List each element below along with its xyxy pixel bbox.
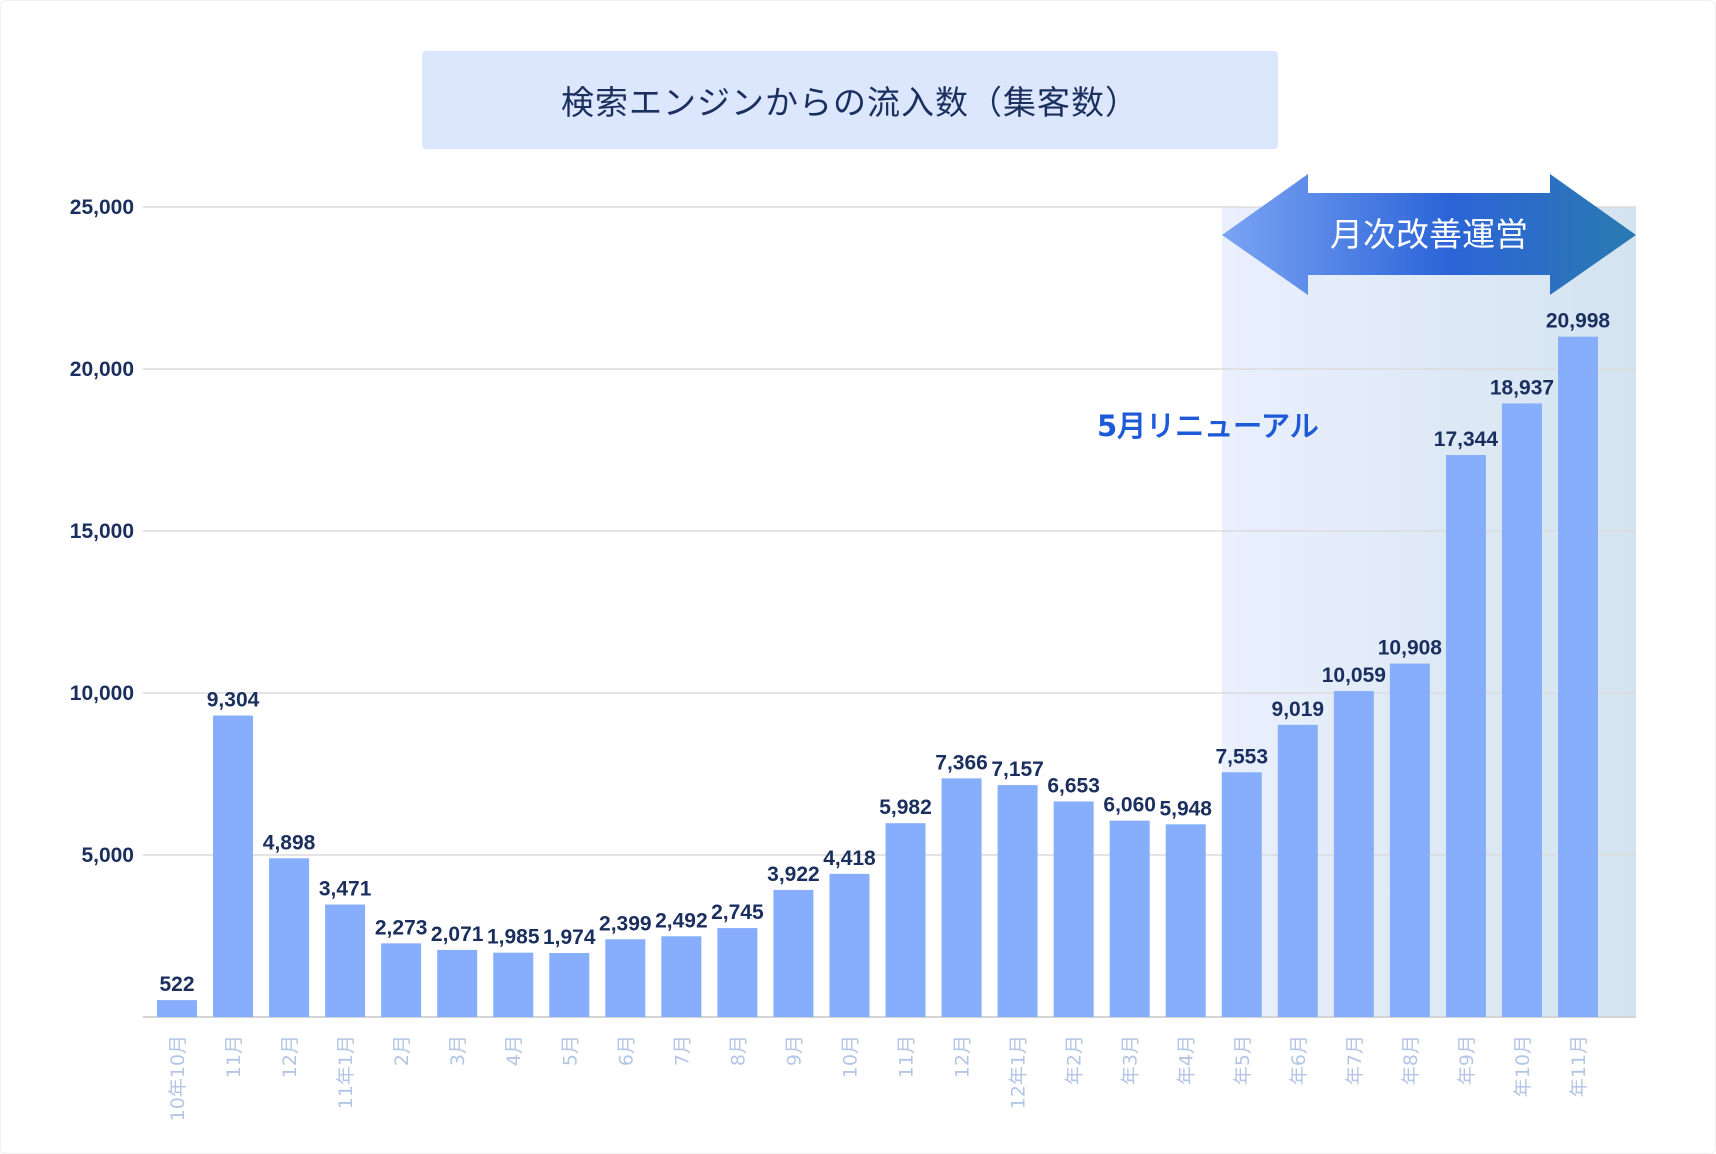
x-tick-label: 11月 — [223, 1035, 245, 1078]
data-label: 20,998 — [1546, 310, 1611, 333]
bar — [1277, 724, 1318, 1017]
x-tick-label: 6月 — [615, 1035, 637, 1066]
renewal-annotation: 5月リニューアル — [1097, 409, 1319, 443]
bar — [661, 936, 702, 1017]
y-tick-label: 25,000 — [70, 196, 134, 219]
bar — [325, 904, 366, 1017]
data-label: 9,019 — [1272, 698, 1325, 721]
y-tick-label: 5,000 — [81, 844, 134, 867]
data-label: 1,985 — [487, 926, 540, 949]
bar — [773, 889, 814, 1017]
bar — [1501, 403, 1542, 1018]
data-label: 6,060 — [1103, 794, 1156, 817]
data-label: 2,273 — [375, 916, 428, 939]
data-label: 7,157 — [991, 758, 1044, 781]
x-tick-label: 12年1月 — [1008, 1035, 1030, 1109]
bar — [213, 715, 254, 1017]
x-tick-label: 年7月 — [1344, 1035, 1366, 1085]
x-tick-label: 年3月 — [1120, 1035, 1142, 1085]
data-label: 4,898 — [263, 831, 316, 854]
data-label: 2,492 — [655, 909, 708, 932]
data-label: 7,366 — [935, 751, 988, 774]
data-label: 7,553 — [1215, 745, 1268, 768]
x-tick-label: 年2月 — [1064, 1035, 1086, 1085]
data-label: 5,948 — [1159, 797, 1212, 820]
bar — [941, 778, 982, 1017]
bar — [1558, 336, 1598, 1017]
bar — [437, 949, 478, 1017]
x-tick-label: 11年1月 — [335, 1035, 357, 1109]
bar — [1389, 663, 1430, 1017]
data-label: 6,653 — [1047, 774, 1100, 797]
bar — [997, 785, 1038, 1017]
data-label: 2,071 — [431, 923, 484, 946]
data-label: 5,982 — [879, 796, 932, 819]
x-tick-label: 8月 — [727, 1035, 749, 1066]
bar — [1221, 772, 1262, 1017]
y-tick-label: 20,000 — [70, 358, 134, 381]
data-label: 18,937 — [1490, 376, 1554, 399]
data-label: 4,418 — [823, 847, 876, 870]
chart-title: 検索エンジンからの流入数（集客数） — [422, 51, 1278, 149]
data-label: 1,974 — [543, 926, 596, 949]
bar — [493, 952, 534, 1017]
x-tick-label: 年8月 — [1400, 1035, 1422, 1085]
x-tick-label: 10年10月 — [167, 1035, 189, 1121]
bar — [829, 873, 870, 1017]
data-label: 3,922 — [767, 863, 820, 886]
bar — [381, 943, 422, 1017]
bar — [157, 1000, 197, 1017]
x-tick-label: 年11月 — [1568, 1035, 1590, 1097]
x-tick-label: 2月 — [391, 1035, 413, 1066]
data-label: 10,059 — [1322, 664, 1386, 687]
x-tick-label: 年6月 — [1288, 1035, 1310, 1085]
y-tick-label: 10,000 — [70, 682, 134, 705]
x-tick-label: 9月 — [783, 1035, 805, 1066]
x-tick-label: 11月 — [896, 1035, 918, 1078]
bar — [885, 823, 926, 1017]
x-tick-label: 年5月 — [1232, 1035, 1254, 1085]
bar — [717, 928, 758, 1017]
x-tick-label: 年9月 — [1456, 1035, 1478, 1085]
bar — [1445, 455, 1486, 1017]
data-label: 2,399 — [599, 912, 652, 935]
double-arrow-icon — [1222, 174, 1636, 295]
data-label: 17,344 — [1434, 428, 1499, 451]
x-tick-label: 7月 — [671, 1035, 693, 1066]
x-tick-label: 3月 — [447, 1035, 469, 1066]
x-tick-label: 5月 — [559, 1035, 581, 1066]
x-tick-label: 年10月 — [1512, 1035, 1534, 1097]
bar — [269, 858, 310, 1017]
x-tick-label: 4月 — [503, 1035, 525, 1066]
arrow-label: 月次改善運営 — [1330, 215, 1528, 254]
data-label: 9,304 — [207, 689, 260, 712]
bar — [549, 953, 590, 1017]
x-tick-label: 12月 — [279, 1035, 301, 1078]
x-tick-label: 12月 — [952, 1035, 974, 1078]
x-tick-label: 10月 — [839, 1035, 861, 1078]
data-label: 3,471 — [319, 878, 372, 901]
data-label: 2,745 — [711, 901, 764, 924]
bar — [1053, 801, 1094, 1017]
bar — [1333, 691, 1374, 1017]
bar — [1109, 820, 1150, 1017]
x-tick-label: 年4月 — [1176, 1035, 1198, 1085]
bar — [605, 939, 646, 1017]
y-tick-label: 15,000 — [70, 520, 134, 543]
data-label: 522 — [159, 973, 194, 996]
data-label: 10,908 — [1378, 637, 1443, 660]
bar — [1165, 824, 1206, 1017]
